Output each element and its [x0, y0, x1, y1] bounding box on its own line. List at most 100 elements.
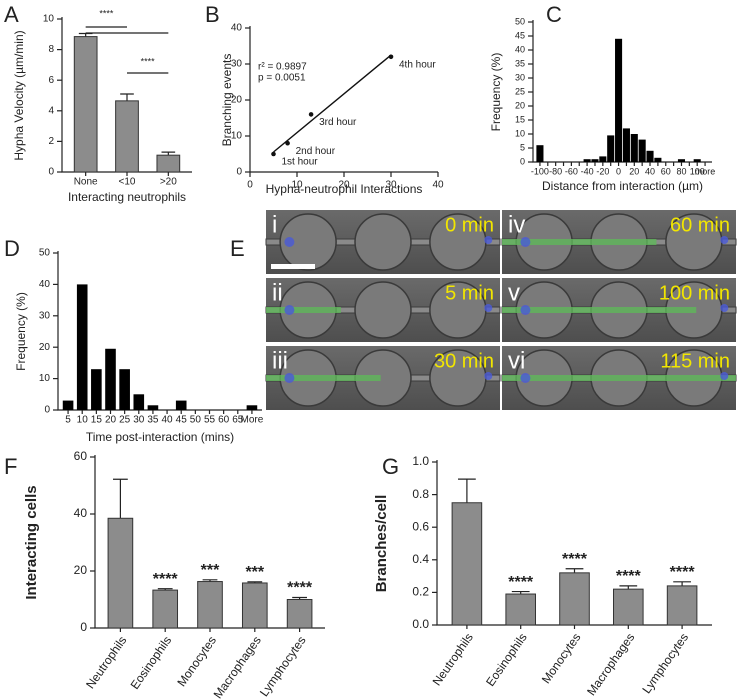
y-tick-label: 50 [515, 16, 525, 26]
x-tick-label: 25 [119, 415, 131, 426]
bar [599, 156, 607, 162]
cell [484, 304, 493, 312]
x-tick-label: 20 [338, 180, 350, 191]
significance: **** [508, 574, 534, 591]
bar [246, 405, 258, 410]
y-tick-label: 0.0 [412, 617, 429, 631]
error-bar [458, 478, 476, 503]
frame-label: vi [508, 347, 525, 374]
error-bar [161, 151, 176, 156]
x-tick-label: 0 [616, 166, 621, 176]
significance: **** [99, 8, 114, 18]
x-tick-label: 40 [162, 415, 174, 426]
frame-label: ii [272, 279, 283, 306]
y-tick-label: 40 [74, 506, 88, 520]
point [271, 151, 276, 157]
bar [286, 599, 313, 629]
y-axis-label: Branching events [220, 54, 234, 147]
annotation: r² = 0.9897 [258, 62, 307, 73]
frame-time: 60 min [670, 214, 730, 236]
x-tick-label: >20 [160, 177, 177, 188]
x-tick-label: Lymphocytes [639, 631, 691, 697]
x-tick-label: Eosinophils [483, 631, 530, 689]
point-label: 1st hour [282, 157, 319, 168]
x-tick-label: 50 [190, 415, 202, 426]
x-tick-label: Monocytes [539, 631, 584, 687]
y-tick-label: 20 [74, 563, 88, 577]
x-tick-label: -100 [531, 166, 549, 176]
hypha [502, 307, 697, 313]
x-tick-label: 10 [291, 180, 303, 191]
y-tick-label: 0.8 [412, 487, 429, 501]
bar [119, 369, 130, 410]
x-axis-label: Distance from interaction (µm) [542, 179, 703, 193]
y-tick-label: 45 [515, 30, 525, 40]
y-tick-label: 15 [515, 114, 525, 124]
bar [536, 145, 544, 162]
y-tick-label: 2 [48, 136, 54, 147]
y-axis-label: Frequency (%) [14, 292, 28, 371]
x-tick-label: Macrophages [584, 631, 637, 699]
x-axis-label: Interacting neutrophils [68, 190, 186, 204]
axis-line [532, 20, 712, 163]
frame-time: 115 min [660, 350, 730, 372]
y-tick-label: 20 [39, 342, 51, 353]
x-tick-label: More [241, 415, 264, 426]
bar [591, 159, 599, 162]
point-label: 4th hour [399, 59, 436, 70]
y-tick-label: 4 [48, 105, 54, 116]
x-tick-label: -60 [565, 166, 578, 176]
x-tick-label: 35 [147, 415, 159, 426]
y-tick-label: 0 [44, 405, 50, 416]
frame-time: 0 min [445, 214, 494, 236]
hypha [266, 375, 381, 381]
x-tick-label: Macrophages [211, 634, 264, 699]
x-tick-label: 30 [133, 415, 145, 426]
x-tick-label: 40 [645, 166, 655, 176]
point-label: 2nd hour [296, 146, 336, 157]
significance: *** [245, 564, 264, 581]
bar [133, 394, 145, 410]
x-tick-label: Eosinophils [128, 634, 175, 692]
bar [156, 154, 181, 173]
point [388, 54, 394, 60]
hypha [502, 375, 736, 381]
error-bar [113, 478, 128, 519]
y-tick-label: 0 [236, 167, 242, 178]
y-tick-label: 8 [48, 44, 54, 55]
x-tick-label: None [74, 177, 98, 188]
x-tick-label: -80 [549, 166, 562, 176]
x-tick-label: 60 [661, 166, 671, 176]
chamber [279, 213, 337, 271]
x-tick-label: Lymphocytes [257, 634, 309, 699]
y-tick-label: 0 [48, 167, 54, 178]
y-tick-label: 6 [48, 75, 54, 86]
panel-letter: G [382, 454, 399, 479]
bar [62, 400, 74, 410]
point [308, 112, 314, 117]
cell [284, 305, 295, 315]
cell [520, 373, 531, 383]
x-tick-label: 15 [91, 415, 103, 426]
chamber [354, 213, 412, 271]
y-tick-label: 40 [231, 23, 243, 34]
bar [152, 589, 179, 629]
panel-letter: A [4, 2, 19, 27]
cell [284, 237, 295, 247]
x-tick-label: <10 [119, 177, 136, 188]
significance: **** [141, 56, 156, 66]
hypha [266, 307, 341, 313]
cell [720, 304, 729, 312]
y-tick-label: 0.2 [412, 585, 429, 599]
bar [115, 100, 139, 173]
frame-time: 30 min [434, 350, 494, 372]
annotation: p = 0.0051 [258, 73, 306, 84]
y-tick-label: 10 [43, 14, 55, 25]
bar [241, 582, 268, 629]
y-tick-label: 10 [231, 131, 243, 142]
y-tick-label: 1.0 [412, 454, 429, 468]
x-tick-label: Monocytes [174, 634, 219, 690]
x-tick-label: 20 [629, 166, 639, 176]
bar [615, 38, 623, 162]
